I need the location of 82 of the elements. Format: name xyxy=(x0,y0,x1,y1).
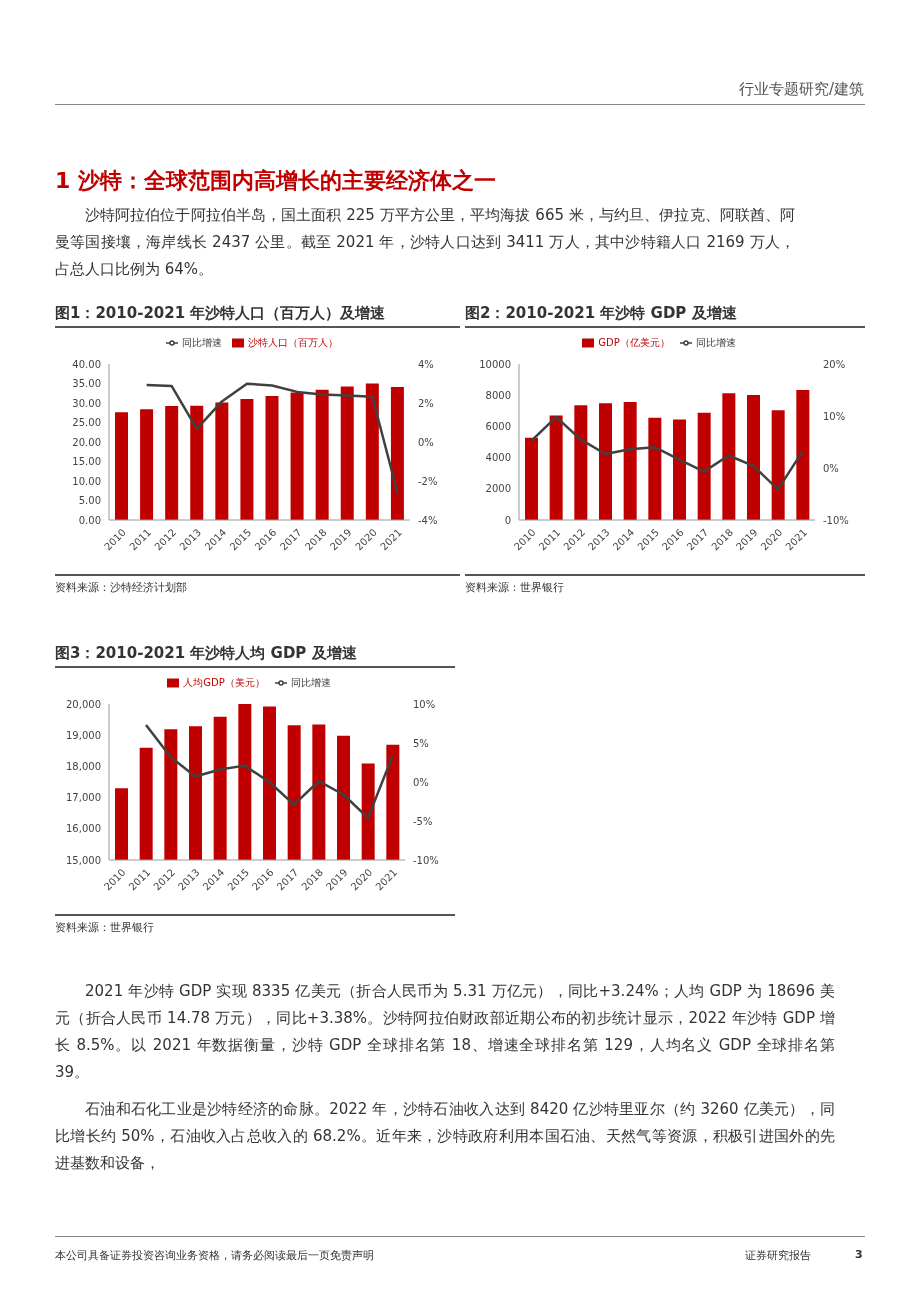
text: 证券研究报告 xyxy=(745,1248,811,1263)
y2-tick-label: 5% xyxy=(413,737,429,749)
y2-tick-label: -10% xyxy=(823,514,849,526)
legend-label: 同比增速 xyxy=(695,337,736,348)
y-tick-label: 10.00 xyxy=(72,475,101,487)
text: 3 xyxy=(855,1248,863,1261)
y-tick-label: 18,000 xyxy=(66,760,101,772)
y-tick-label: 0.00 xyxy=(78,514,101,526)
bar xyxy=(115,412,128,520)
bar xyxy=(796,389,810,520)
y2-tick-label: 0% xyxy=(823,462,839,474)
y-tick-label: 19,000 xyxy=(66,729,101,741)
text: 2021 年沙特 GDP 实现 8335 亿美元（折合人民币为 5.31 万亿元），同比+3.24%；人均 GDP 为 18696 美元（折合人民币 14.78 万元），同比+3.38%。沙特阿拉伯财政部近期公布的初步统计显示，2022 年沙特 GDP 增长 8.5%。以 2021 年数据衡量，沙特 GDP 全球排名第 18、增速全球排名第 129，人均名义 GDP 全球排名第 39。 xyxy=(55,981,835,1083)
chart-title: 图1：2010-2021 年沙特人口（百万人）及增速 xyxy=(55,304,460,328)
y-tick-label: 15.00 xyxy=(72,456,101,468)
y-tick-label: 10000 xyxy=(479,358,511,370)
y2-tick-label: -10% xyxy=(413,854,439,866)
text: 本公司具备证券投资咨询业务资格，请务必阅读最后一页免责声明 xyxy=(55,1248,374,1263)
bar xyxy=(365,383,379,520)
line-series xyxy=(144,723,394,820)
y-tick-label: 5.00 xyxy=(78,495,101,507)
text: 资料来源：世界银行 xyxy=(465,574,865,595)
bar xyxy=(525,437,538,520)
y-tick-label: 40.00 xyxy=(72,358,101,370)
text: 石油和石化工业是沙特经济的命脉。2022 年，沙特石油收入达到 8420 亿沙特里亚尔（约 3260 亿美元），同比增长约 50%，石油收入占总收入的 68.2%。近年来，沙特政府利用本国石油、天然气等资源，积极引进国外的先进基数和设备， xyxy=(55,1099,835,1174)
text: 资料来源：沙特经济计划部 xyxy=(55,574,460,595)
text: 沙特阿拉伯位于阿拉伯半岛，国土面积 225 万平方公里，平均海拔 665 米，与约旦、伊拉克、阿联酋、阿曼等国接壤，海岸线长 2437 公里。截至 2021 年，沙特人口达到 3411 万人，其中沙特籍人口 2169 万人，占总人口比例为 64%。 xyxy=(55,205,795,280)
bar xyxy=(265,395,279,520)
y-tick-label: 2000 xyxy=(485,483,511,495)
bar xyxy=(340,386,354,520)
bar xyxy=(747,394,760,520)
y-tick-label: 35.00 xyxy=(72,378,101,390)
line-series xyxy=(145,382,399,494)
bar xyxy=(623,401,637,520)
y-tick-label: 25.00 xyxy=(72,417,101,429)
y-tick-label: 6000 xyxy=(485,420,511,432)
bar xyxy=(574,405,588,520)
bar xyxy=(215,402,229,520)
y-tick-label: 16,000 xyxy=(66,823,101,835)
y2-tick-label: 0% xyxy=(418,436,434,448)
bar xyxy=(599,403,612,520)
y-tick-label: 30.00 xyxy=(72,397,101,409)
y2-tick-label: 2% xyxy=(418,397,434,409)
chart-title: 图2：2010-2021 年沙特 GDP 及增速 xyxy=(465,304,865,328)
chart-title: 图3：2010-2021 年沙特人均 GDP 及增速 xyxy=(55,644,455,668)
bar xyxy=(673,419,686,520)
y2-tick-label: 0% xyxy=(413,776,429,788)
bar xyxy=(722,393,736,520)
bar xyxy=(697,412,711,520)
bar xyxy=(190,405,204,520)
y-tick-label: 15,000 xyxy=(66,854,101,866)
bar xyxy=(390,387,404,520)
y2-tick-label: 10% xyxy=(823,410,846,422)
y2-tick-label: 20% xyxy=(823,358,846,370)
text: 1 沙特：全球范围内高增长的主要经济体之一 xyxy=(55,167,496,195)
line-series xyxy=(530,415,804,491)
bar xyxy=(240,399,254,520)
y-tick-label: 8000 xyxy=(485,389,511,401)
y-tick-label: 4000 xyxy=(485,452,511,464)
y2-tick-label: -5% xyxy=(413,815,433,827)
bar xyxy=(771,410,785,520)
bar xyxy=(648,417,662,520)
legend-label: 同比增速 xyxy=(181,337,222,348)
legend-label: 沙特人口（百万人） xyxy=(247,337,338,348)
y2-tick-label: -2% xyxy=(418,475,438,487)
bar xyxy=(315,389,329,520)
bar xyxy=(165,406,179,520)
y-tick-label: 20,000 xyxy=(66,698,101,710)
legend-label: 人均GDP（美元） xyxy=(183,677,265,688)
text: 行业专题研究/建筑 xyxy=(738,80,864,99)
y2-tick-label: 4% xyxy=(418,358,434,370)
bar xyxy=(140,409,154,520)
y-tick-label: 0 xyxy=(504,514,511,526)
text: 资料来源：世界银行 xyxy=(55,914,455,935)
bar xyxy=(549,415,563,520)
y2-tick-label: -4% xyxy=(418,514,438,526)
y-tick-label: 17,000 xyxy=(66,792,101,804)
bar xyxy=(290,392,304,520)
y2-tick-label: 10% xyxy=(413,698,436,710)
legend-label: GDP（亿美元） xyxy=(598,337,670,348)
y-tick-label: 20.00 xyxy=(72,436,101,448)
legend-label: 同比增速 xyxy=(290,677,331,688)
